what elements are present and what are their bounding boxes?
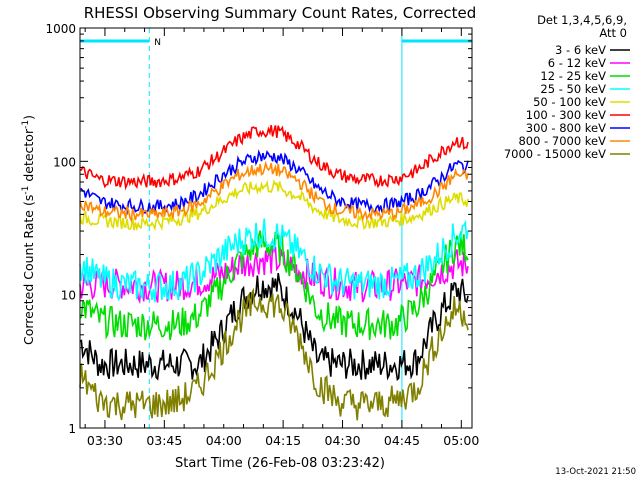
series-line-6 <box>79 149 469 216</box>
x-tick-label: 04:30 <box>325 433 361 448</box>
generation-timestamp: 13-Oct-2021 21:50 <box>555 467 636 477</box>
legend-title-line1: Det 1,3,4,5,6,9, <box>537 13 627 27</box>
legend-label-6: 300 - 800 keV <box>526 121 606 135</box>
series-lines <box>79 125 469 421</box>
x-tick-label: 04:45 <box>384 433 420 448</box>
x-tick-label: 03:45 <box>146 433 182 448</box>
legend-label-5: 100 - 300 keV <box>526 108 606 122</box>
y-axis-label-main: Corrected Count Rate (s <box>21 195 36 345</box>
tick-labels: 1 10 100 1000 03:30 03:45 04:00 04:15 04:30 04:45… <box>45 22 479 448</box>
series-line-3 <box>79 218 469 303</box>
axes <box>79 27 473 429</box>
y-tick-label: 1000 <box>45 22 76 36</box>
y-tick-label: 1 <box>68 422 76 436</box>
legend-label-3: 25 - 50 keV <box>540 82 606 96</box>
legend-title-line2: Att 0 <box>599 26 627 40</box>
y-axis-label-sup1: -1 <box>21 186 31 195</box>
x-tick-label: 04:15 <box>265 433 301 448</box>
series-line-0 <box>79 272 469 382</box>
series-line-7 <box>79 160 469 223</box>
night-marker-label: N <box>154 38 161 48</box>
y-axis-label: Corrected Count Rate (s-1 detector-1) <box>21 115 36 345</box>
legend-label-4: 50 - 100 keV <box>533 95 606 109</box>
y-axis-label-sup2: -1 <box>21 120 31 129</box>
y-tick-label: 100 <box>53 155 76 169</box>
y-axis-label-end: ) <box>21 115 36 120</box>
legend-label-0: 3 - 6 keV <box>555 43 606 57</box>
legend-label-2: 12 - 25 keV <box>540 69 606 83</box>
x-tick-label: 05:00 <box>443 433 479 448</box>
plot-frame <box>79 27 473 429</box>
chart-title: RHESSI Observing Summary Count Rates, Co… <box>84 4 477 22</box>
series-line-5 <box>79 125 469 191</box>
x-tick-label: 03:30 <box>87 433 123 448</box>
series-line-4 <box>79 179 469 232</box>
x-tick-label: 04:00 <box>206 433 242 448</box>
legend-label-1: 6 - 12 keV <box>548 56 606 70</box>
legend-label-8: 7000 - 15000 keV <box>504 147 606 161</box>
y-tick-label: 10 <box>61 289 76 303</box>
legend-label-7: 800 - 7000 keV <box>518 134 606 148</box>
y-axis-label-mid: detector <box>21 128 36 186</box>
x-axis-label: Start Time (26-Feb-08 03:23:42) <box>175 456 385 471</box>
series-line-8 <box>79 287 469 421</box>
